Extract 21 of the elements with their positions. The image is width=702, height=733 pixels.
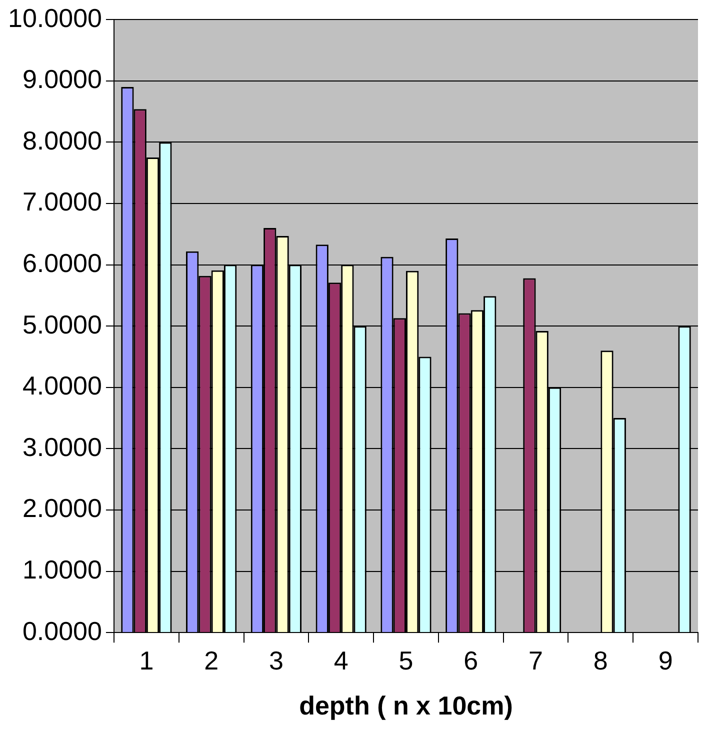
y-tick-label: 4.0000 [22,370,102,401]
x-tick-label: 6 [464,645,478,676]
y-tick-label: 1.0000 [22,554,102,584]
x-tick-label: 2 [204,645,219,676]
y-tick-label: 5.0000 [22,309,102,340]
y-tick-label: 0.0000 [22,616,102,646]
x-tick-label: 9 [658,645,673,676]
x-tick-label: 3 [268,645,284,676]
y-tick-label: 8.0000 [22,125,102,156]
y-tick-label: 2.0000 [22,493,102,524]
y-tick-label: 6.0000 [22,248,102,278]
y-tick-label: 9.0000 [22,64,102,94]
y-tick-label: 7.0000 [22,186,102,217]
x-tick-label: 1 [139,645,154,676]
x-tick-label: 4 [334,645,348,676]
x-axis-title: depth ( n x 10cm) [299,690,513,721]
y-tick-label: 10.0000 [8,2,102,33]
x-tick-label: 5 [398,645,414,676]
x-tick-label: 7 [528,645,544,676]
y-tick-label: 3.0000 [22,432,102,462]
x-tick-label: 8 [593,645,608,676]
